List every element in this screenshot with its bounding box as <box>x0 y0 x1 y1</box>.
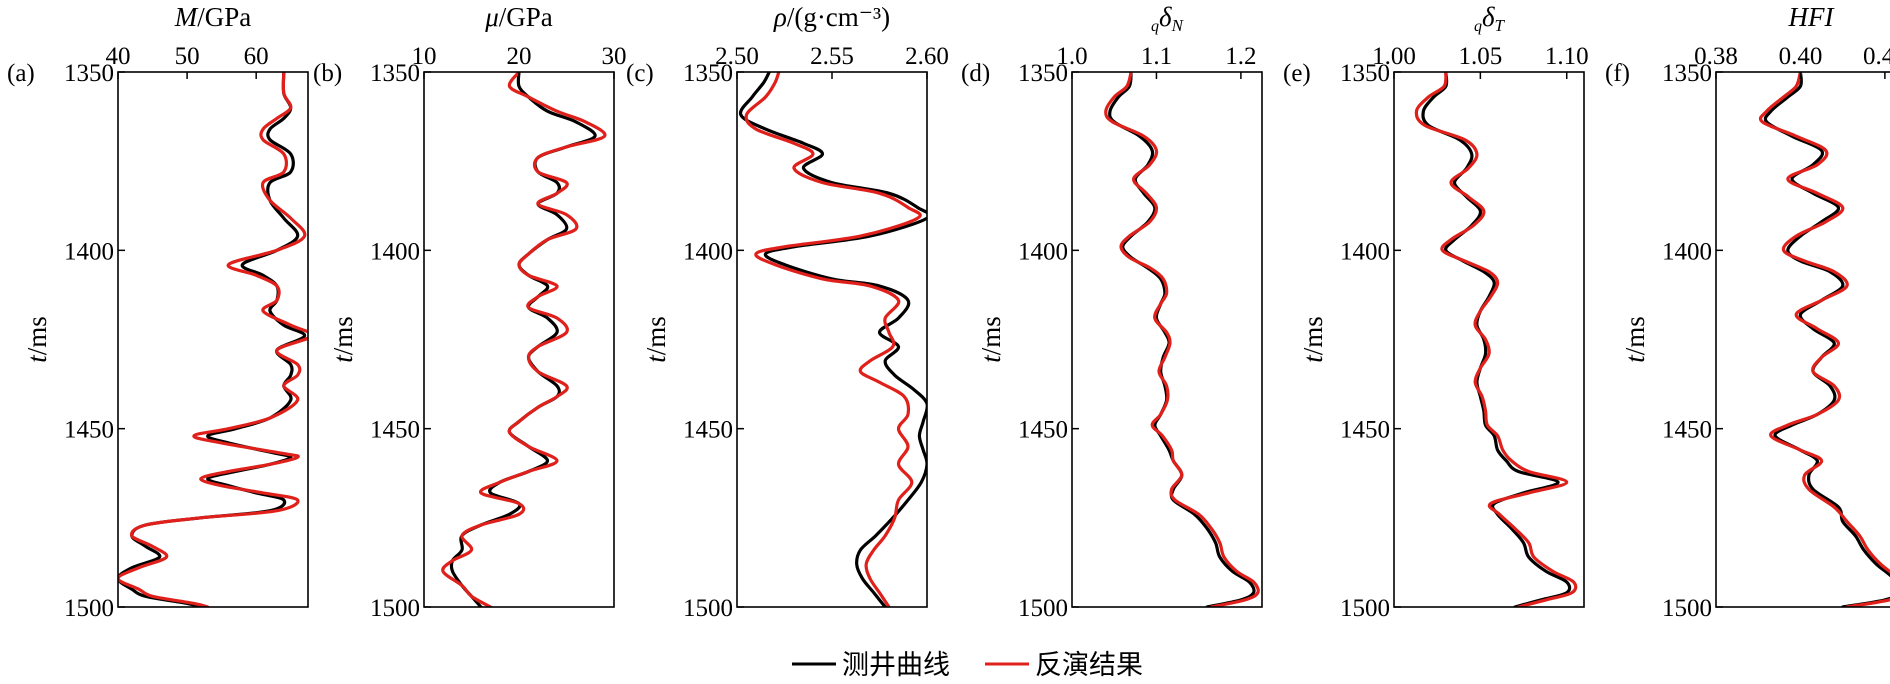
x-tick-label: 2.55 <box>810 43 854 70</box>
legend: 测井曲线 反演结果 <box>792 650 1143 681</box>
panels: 40 50 60 1350 1400 1450 1500 (a) t/ms M/GPa 10 20 30… <box>7 2 1890 622</box>
y-tick-label: 1500 <box>370 595 420 622</box>
panel-label: (e) <box>1283 60 1311 87</box>
series-line-inversion <box>744 72 922 607</box>
x-tick-label: 40 <box>106 43 131 70</box>
panel-a: 40 50 60 1350 1400 1450 1500 (a) t/ms M/GPa <box>7 2 309 622</box>
plot-frame <box>423 71 615 608</box>
y-tick-label: 1500 <box>1018 595 1068 622</box>
legend-label-inversion: 反演结果 <box>1035 650 1143 681</box>
x-axis-title: qδN <box>1151 2 1185 35</box>
y-tick-label: 1450 <box>1340 417 1390 444</box>
panel-label: (c) <box>626 60 654 87</box>
y-tick-label: 1350 <box>683 60 733 87</box>
x-tick-label: 1.2 <box>1225 43 1256 70</box>
x-tick-label: 2.50 <box>715 43 759 70</box>
panel-label: (a) <box>7 60 35 87</box>
panel-label: (b) <box>313 60 342 87</box>
x-tick-label: 1.10 <box>1545 43 1589 70</box>
legend-label-well-log: 测井曲线 <box>842 650 950 681</box>
panel-d: 1.0 1.1 1.2 1350 1400 1450 1500 (d) t/ms qδN <box>961 2 1263 622</box>
x-axis-title: ρ/(g·cm⁻³) <box>773 2 890 32</box>
y-tick-label: 1400 <box>1018 238 1068 265</box>
x-tick-label: 0.38 <box>1694 43 1738 70</box>
series-line-well-log <box>738 72 927 607</box>
y-tick-label: 1500 <box>64 595 114 622</box>
series-line-inversion <box>1414 72 1578 607</box>
x-axis-title: M/GPa <box>174 2 252 32</box>
plot-frame <box>1393 71 1585 608</box>
y-tick-label: 1450 <box>1018 417 1068 444</box>
y-tick-label: 1350 <box>64 60 114 87</box>
y-axis-title: t/ms <box>1298 316 1328 363</box>
x-tick-label: 20 <box>507 43 532 70</box>
y-tick-label: 1350 <box>370 60 420 87</box>
y-tick-label: 1450 <box>64 417 114 444</box>
x-axis-title: qδT <box>1474 2 1506 35</box>
series-line-well-log <box>1763 72 1890 607</box>
y-tick-label: 1400 <box>370 238 420 265</box>
series-line-inversion <box>1104 72 1260 607</box>
panel-e: 1.00 1.05 1.10 1350 1400 1450 1500 (e) t/ms qδT <box>1283 2 1589 622</box>
x-tick-label: 2.60 <box>905 43 949 70</box>
series-line-inversion <box>1758 72 1890 607</box>
x-tick-label: 0.40 <box>1779 43 1823 70</box>
y-axis-title: t/ms <box>328 316 358 363</box>
x-tick-label: 1.00 <box>1372 43 1416 70</box>
plot-frame <box>1715 71 1890 608</box>
x-axis-title: μ/GPa <box>484 2 553 32</box>
x-tick-label: 60 <box>244 43 269 70</box>
panel-label: (d) <box>961 60 990 87</box>
plot-frame <box>736 71 928 608</box>
y-tick-label: 1400 <box>1662 238 1712 265</box>
series-line-inversion <box>441 72 607 607</box>
panel-label: (f) <box>1605 60 1630 87</box>
y-tick-label: 1450 <box>683 417 733 444</box>
series-line-well-log <box>118 72 307 607</box>
y-tick-label: 1500 <box>1662 595 1712 622</box>
x-tick-label: 1.05 <box>1458 43 1502 70</box>
panel-f: 0.38 0.40 0.42 1350 1400 1450 1500 (f) t/ms HFI <box>1605 2 1890 622</box>
x-tick-label: 10 <box>412 43 437 70</box>
y-tick-label: 1350 <box>1340 60 1390 87</box>
plot-frame <box>117 71 309 608</box>
y-tick-label: 1450 <box>370 417 420 444</box>
panel-b: 10 20 30 1350 1400 1450 1500 (b) t/ms μ/GPa <box>313 2 627 622</box>
x-tick-label: 1.0 <box>1056 43 1087 70</box>
panel-c: 2.50 2.55 2.60 1350 1400 1450 1500 (c) t/ms ρ/(g·… <box>626 2 949 622</box>
y-axis-title: t/ms <box>641 316 671 363</box>
y-tick-label: 1350 <box>1662 60 1712 87</box>
y-axis-title: t/ms <box>1620 316 1650 363</box>
plot-frame <box>1071 71 1263 608</box>
series-line-inversion <box>118 72 308 607</box>
x-tick-label: 50 <box>175 43 200 70</box>
series-line-well-log <box>1108 72 1256 607</box>
x-tick-label: 30 <box>602 43 627 70</box>
y-tick-label: 1500 <box>1340 595 1390 622</box>
series-line-well-log <box>1421 72 1572 607</box>
y-tick-label: 1350 <box>1018 60 1068 87</box>
y-tick-label: 1400 <box>1340 238 1390 265</box>
y-tick-label: 1400 <box>683 238 733 265</box>
x-axis-title: HFI <box>1788 2 1836 32</box>
y-axis-title: t/ms <box>976 316 1006 363</box>
y-tick-label: 1500 <box>683 595 733 622</box>
y-tick-label: 1450 <box>1662 417 1712 444</box>
x-tick-label: 1.1 <box>1141 43 1172 70</box>
y-axis-title: t/ms <box>22 316 52 363</box>
y-tick-label: 1400 <box>64 238 114 265</box>
x-tick-label: 0.42 <box>1863 43 1890 70</box>
